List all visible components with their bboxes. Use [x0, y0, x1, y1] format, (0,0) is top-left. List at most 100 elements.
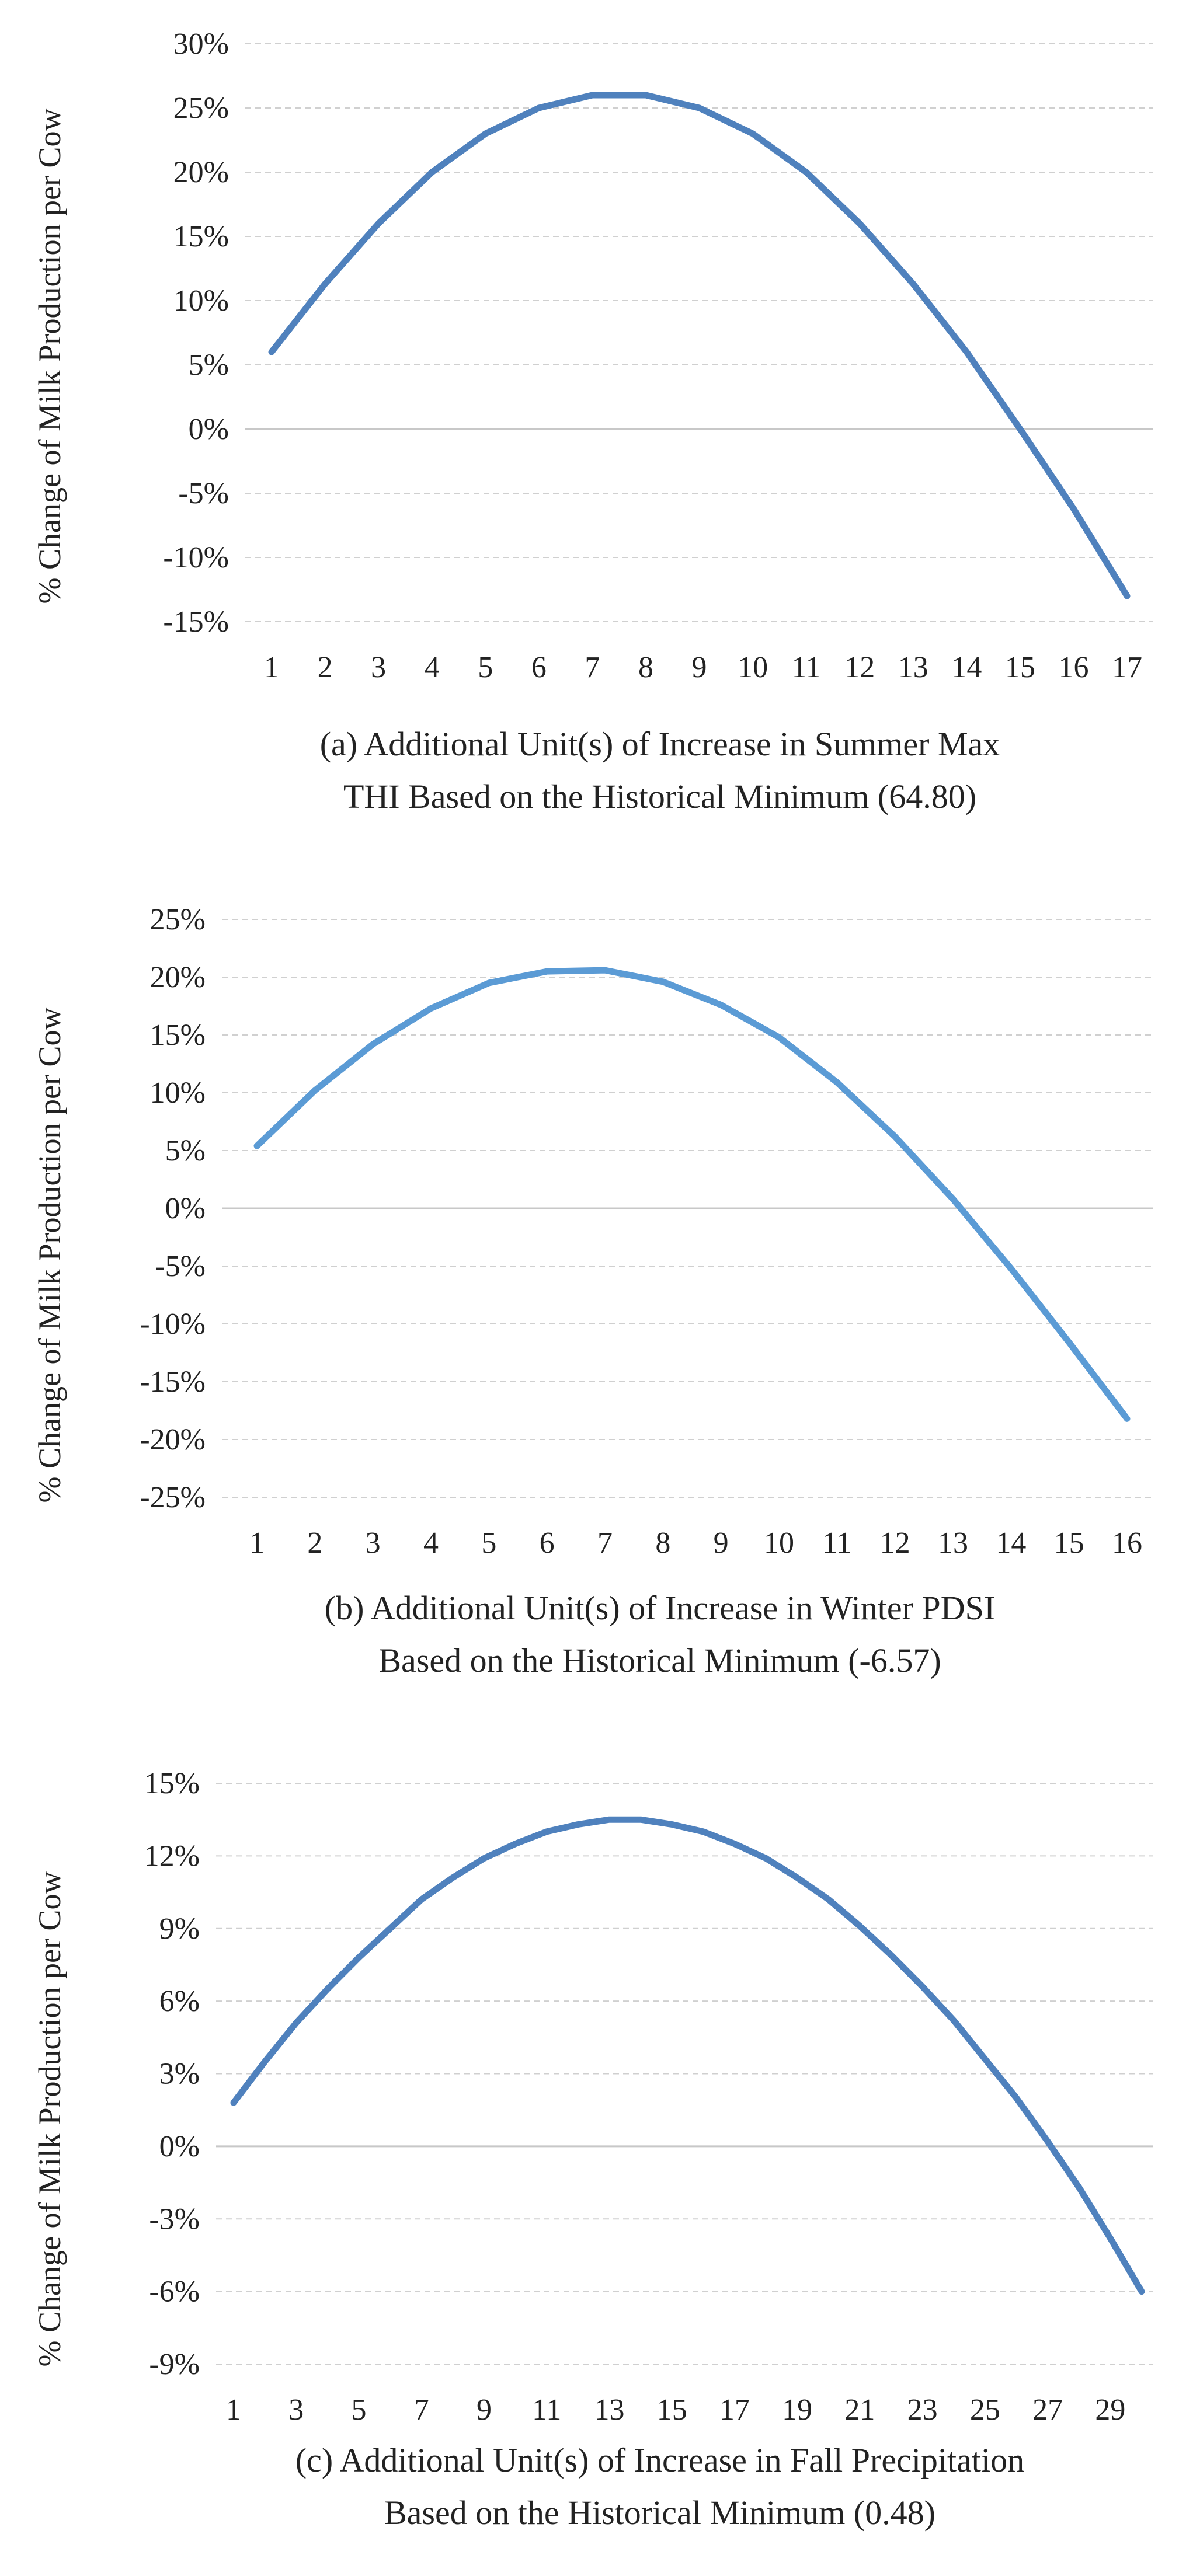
data-point	[696, 104, 703, 111]
y-tick-label: 15%	[173, 220, 229, 253]
caption-b-line-1: (b) Additional Unit(s) of Increase in Wi…	[324, 1589, 996, 1627]
data-point	[485, 979, 492, 987]
data-point	[293, 2019, 300, 2026]
y-tick-label: 15%	[144, 1767, 200, 1800]
chart-panel-a: % Change of Milk Production per Cow 30% 2…	[0, 0, 1179, 829]
data-point	[910, 280, 917, 287]
y-tick-label: -15%	[163, 605, 229, 639]
caption-b-line-2: Based on the Historical Minimum (-6.57)	[378, 1641, 941, 1679]
data-point	[919, 1983, 926, 1990]
data-point	[982, 2056, 989, 2063]
data-point	[856, 1923, 863, 1930]
chart-panel-b: % Change of Milk Production per Cow 25% 2…	[0, 876, 1179, 1704]
data-point	[449, 1874, 456, 1881]
series-line	[230, 1816, 1145, 2295]
caption-a: (a) Additional Unit(s) of Increase in Su…	[175, 718, 1145, 823]
data-point	[1124, 1415, 1131, 1422]
x-tick-label: 4	[425, 651, 440, 684]
x-tick-label: 7	[597, 1526, 613, 1560]
x-tick-label: 7	[585, 651, 600, 684]
y-tick-label: 10%	[150, 1076, 206, 1110]
data-point	[543, 1828, 550, 1835]
y-tick-label: -15%	[140, 1365, 206, 1399]
x-tick-label: 2	[318, 651, 333, 684]
x-tick-label: 3	[366, 1526, 381, 1560]
data-point	[544, 968, 551, 975]
x-tick-label: 17	[719, 2393, 750, 2427]
data-point	[230, 2099, 237, 2106]
x-tick-label: 13	[594, 2393, 624, 2427]
line-chart-a: 30%25%20%15%10%5%0%-5%-10%-15%1 2 3 4 5 6 7 8 9 1…	[163, 27, 1153, 684]
x-tick-label: 14	[996, 1526, 1026, 1560]
x-tick-label: 10	[738, 651, 768, 684]
x-tick-label: 2	[307, 1526, 322, 1560]
y-tick-label: -5%	[155, 1250, 206, 1283]
data-point	[1070, 505, 1077, 512]
x-tick-label: 9	[714, 1526, 729, 1560]
y-tick-label: -9%	[149, 2348, 200, 2381]
data-point	[387, 1925, 394, 1932]
x-tick-label: 1	[226, 2393, 241, 2427]
x-tick-label: 14	[951, 651, 982, 684]
data-point	[749, 130, 756, 137]
x-tick-label: 6	[540, 1526, 555, 1560]
y-tick-label: 20%	[173, 156, 229, 189]
data-point	[659, 978, 666, 985]
x-tick-label: 13	[898, 651, 928, 684]
x-tick-label: 7	[414, 2393, 429, 2427]
y-tick-label: 30%	[173, 27, 229, 61]
y-tick-label: 0%	[189, 413, 229, 446]
caption-a-line-1: (a) Additional Unit(s) of Increase in Su…	[319, 725, 1000, 763]
data-point	[535, 104, 542, 111]
x-tick-label: 12	[880, 1526, 910, 1560]
y-tick-label: 5%	[189, 348, 229, 382]
y-tick-label: 0%	[159, 2130, 200, 2163]
x-tick-label: 11	[532, 2393, 561, 2427]
data-point	[512, 1841, 519, 1848]
data-point	[1066, 1339, 1073, 1346]
y-tick-label: 10%	[173, 284, 229, 318]
x-tick-label: 9	[692, 651, 707, 684]
x-tick-label: 21	[844, 2393, 875, 2427]
x-tick-label: 15	[1005, 651, 1035, 684]
x-tick-label: 23	[907, 2393, 938, 2427]
data-point	[700, 1828, 707, 1835]
caption-b: (b) Additional Unit(s) of Increase in Wi…	[175, 1582, 1145, 1687]
data-point	[669, 1821, 676, 1828]
x-tick-label: 9	[477, 2393, 492, 2427]
data-point	[763, 1855, 770, 1862]
data-point	[324, 1985, 331, 1992]
x-tick-label: 11	[822, 1526, 851, 1560]
data-point	[718, 1002, 725, 1009]
data-point	[1076, 2184, 1083, 2191]
data-point	[418, 1896, 425, 1903]
data-point	[482, 130, 489, 137]
y-tick-label: 20%	[150, 961, 206, 994]
chart-panel-c: % Change of Milk Production per Cow 15% 1…	[0, 1728, 1179, 2576]
x-tick-label: 5	[478, 651, 493, 684]
data-point	[1007, 1265, 1014, 1272]
x-tick-label: 15	[1054, 1526, 1084, 1560]
x-tick-label: 15	[657, 2393, 687, 2427]
y-tick-label: 3%	[159, 2058, 200, 2091]
data-point	[775, 1034, 782, 1041]
y-tick-label: 15%	[150, 1019, 206, 1052]
data-point	[1124, 592, 1131, 599]
x-tick-label: 16	[1112, 1526, 1142, 1560]
data-point	[1138, 2288, 1145, 2295]
data-point	[429, 169, 436, 176]
y-tick-label: -5%	[178, 477, 229, 510]
data-point	[427, 1005, 434, 1012]
x-tick-label: 16	[1058, 651, 1088, 684]
y-tick-label: 25%	[150, 903, 206, 936]
data-point	[253, 1142, 260, 1149]
series-line	[268, 92, 1131, 599]
line-chart-c: 15%12%9%6%3%0%-3%-6%-9%1 3 5 7 9 11 13 15 17 19 21…	[144, 1767, 1153, 2427]
data-point	[1013, 2094, 1020, 2101]
data-point	[794, 1874, 801, 1881]
data-point	[950, 2017, 957, 2024]
y-tick-label: 0%	[165, 1192, 206, 1225]
x-tick-label: 5	[481, 1526, 496, 1560]
series-line	[253, 967, 1131, 1422]
x-tick-label: 13	[938, 1526, 968, 1560]
